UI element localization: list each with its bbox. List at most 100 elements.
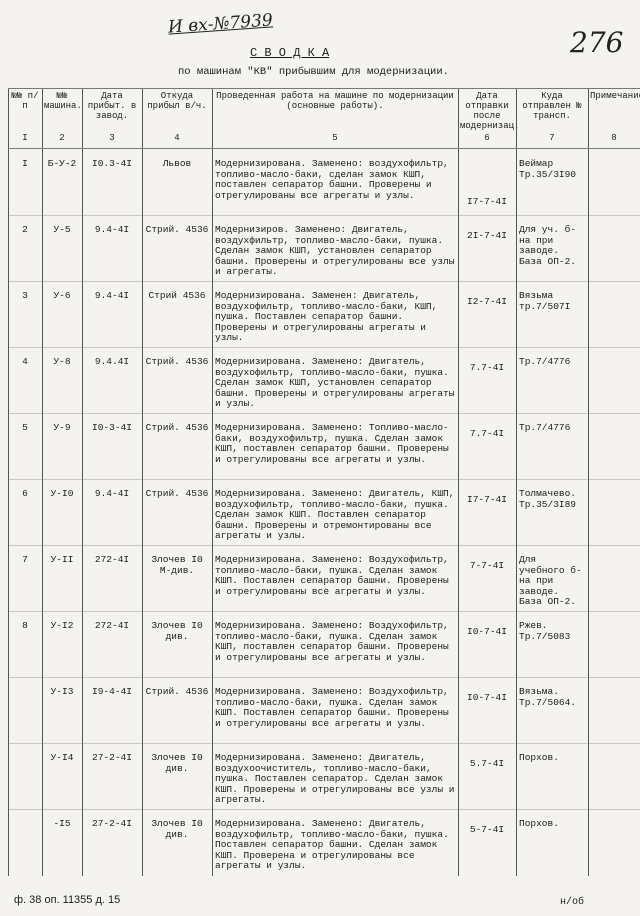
- cell-shipped: I0-7-4I: [467, 692, 507, 703]
- column-rule: [82, 88, 83, 876]
- cell-shipped: I7-7-4I: [467, 494, 507, 505]
- cell-shipped: 7.7-4I: [469, 428, 505, 439]
- cell-work: Модернизирована. Заменено: воздухофильтр…: [215, 158, 449, 201]
- cell-arrived: 9.4-4I: [94, 290, 130, 301]
- cell-number: 2: [22, 224, 28, 235]
- cell-machine: У-8: [53, 356, 71, 367]
- cell-destination: Для уч. б-на при заводе. База ОП-2.: [519, 224, 577, 267]
- column-header: Куда отправлен № трансп.: [522, 91, 582, 121]
- cell-number: 5: [22, 422, 28, 433]
- cell-from: Стрий. 4536: [145, 488, 209, 499]
- cell-arrived: I9-4-4I: [92, 686, 132, 697]
- cell-machine: У-I2: [50, 620, 74, 631]
- cell-shipped: 5-7-4I: [469, 824, 505, 835]
- cell-destination: Вязьма. Тр.7/5064.: [519, 686, 577, 708]
- cell-shipped: 2I-7-4I: [467, 230, 507, 241]
- column-header: №№ п/п: [11, 91, 39, 111]
- cell-from: Стрий. 4536: [145, 224, 209, 235]
- column-number: 7: [549, 133, 555, 143]
- cell-from: Злочев I0 див.: [151, 620, 203, 642]
- cell-arrived: 272-4I: [94, 554, 130, 565]
- column-rule: [8, 88, 9, 876]
- cell-number: I: [22, 158, 28, 169]
- cell-from: Стрий. 4536: [145, 686, 209, 697]
- row-rule: [8, 215, 640, 216]
- row-rule: [8, 611, 640, 612]
- cell-from: Злочев I0 див.: [151, 752, 203, 774]
- cell-destination: Толмачево. Тр.35/3I89: [519, 488, 577, 510]
- cell-destination: Порхов.: [519, 752, 559, 763]
- cell-arrived: 27-2-4I: [92, 818, 132, 829]
- row-rule: [8, 677, 640, 678]
- cell-work: Модернизирована. Заменено: Воздухофильтр…: [215, 554, 449, 597]
- column-rule: [212, 88, 213, 876]
- cell-number: 4: [22, 356, 28, 367]
- cell-shipped: I2-7-4I: [467, 296, 507, 307]
- cell-from: Стрий 4536: [148, 290, 206, 301]
- cell-machine: У-6: [53, 290, 71, 301]
- cell-arrived: 9.4-4I: [94, 488, 130, 499]
- cell-machine: -I5: [53, 818, 71, 829]
- cell-destination: Тр.7/4776: [519, 356, 571, 367]
- cell-from: Стрий. 4536: [145, 356, 209, 367]
- column-rule: [458, 88, 459, 876]
- column-rule: [516, 88, 517, 876]
- cell-destination: Порхов.: [519, 818, 559, 829]
- cell-arrived: 9.4.4I: [94, 356, 130, 367]
- column-number: 3: [109, 133, 115, 143]
- cell-work: Модернизирована. Заменено: Воздухофильтр…: [215, 620, 449, 663]
- column-header: Дата прибыт. в завод.: [87, 91, 137, 121]
- cell-destination: Ржев. Тр.7/5083: [519, 620, 571, 642]
- column-rule: [42, 88, 43, 876]
- cell-machine: Б-У-2: [47, 158, 77, 169]
- page-number: 276: [570, 26, 624, 59]
- cell-machine: У-I3: [50, 686, 74, 697]
- cell-work: Модернизирована. Заменен: Двигатель, воз…: [215, 290, 438, 343]
- cell-shipped: I7-7-4I: [467, 196, 507, 207]
- column-header: Примечание: [590, 91, 640, 101]
- column-number: 8: [611, 133, 617, 143]
- cell-work: Модернизирована. Заменено: Воздухофильтр…: [215, 686, 449, 729]
- column-header: Дата отправки после модернизац.: [460, 91, 520, 131]
- cell-number: 7: [22, 554, 28, 565]
- row-rule: [8, 743, 640, 744]
- cell-work: Модернизирована. Заменено: Топливо-масло…: [215, 422, 449, 465]
- cell-arrived: I0-3-4I: [92, 422, 132, 433]
- cell-arrived: 272-4I: [94, 620, 130, 631]
- cell-work: Модернизиров. Заменено: Двигатель, возду…: [215, 224, 455, 277]
- cell-destination: Для учебного б-на при заводе. База ОП-2.: [519, 554, 582, 607]
- sheet-side: н/об: [560, 897, 585, 908]
- subtitle: по машинам "КВ" прибывшим для модернизац…: [178, 66, 449, 78]
- cell-number: 6: [22, 488, 28, 499]
- cell-work: Модернизирована. Заменено: Двигатель, КШ…: [215, 488, 455, 541]
- cell-machine: У-5: [53, 224, 71, 235]
- row-rule: [8, 809, 640, 810]
- title: С В О Д К А: [250, 46, 330, 60]
- header-rule: [8, 88, 640, 89]
- cell-arrived: 9.4-4I: [94, 224, 130, 235]
- cell-arrived: I0.3-4I: [92, 158, 132, 169]
- cell-work: Модернизирована. Заменено: Двигатель, во…: [215, 818, 449, 871]
- cell-destination: Вязьма тр.7/507I: [519, 290, 571, 312]
- column-header: Откуда прибыл в/ч.: [147, 91, 207, 111]
- column-number: 6: [484, 133, 490, 143]
- cell-shipped: 7.7-4I: [469, 362, 505, 373]
- cell-machine: У-I0: [50, 488, 74, 499]
- cell-destination: Тр.7/4776: [519, 422, 571, 433]
- cell-machine: У-I4: [50, 752, 74, 763]
- cell-shipped: 5.7-4I: [469, 758, 505, 769]
- column-number: 5: [332, 133, 338, 143]
- cell-from: Злочев I0 див.: [151, 818, 203, 840]
- column-number: 4: [174, 133, 180, 143]
- column-header: Проведенная работа на машине по модерниз…: [216, 91, 454, 111]
- column-header: №№ машина.: [44, 91, 82, 111]
- cell-number: 8: [22, 620, 28, 631]
- cell-from: Злочев I0 М-див.: [151, 554, 203, 576]
- cell-work: Модернизирована. Заменено: Двигатель, во…: [215, 356, 455, 409]
- row-rule: [8, 281, 640, 282]
- row-rule: [8, 347, 640, 348]
- cell-number: 3: [22, 290, 28, 301]
- column-number: 2: [59, 133, 65, 143]
- cell-from: Львов: [162, 158, 192, 169]
